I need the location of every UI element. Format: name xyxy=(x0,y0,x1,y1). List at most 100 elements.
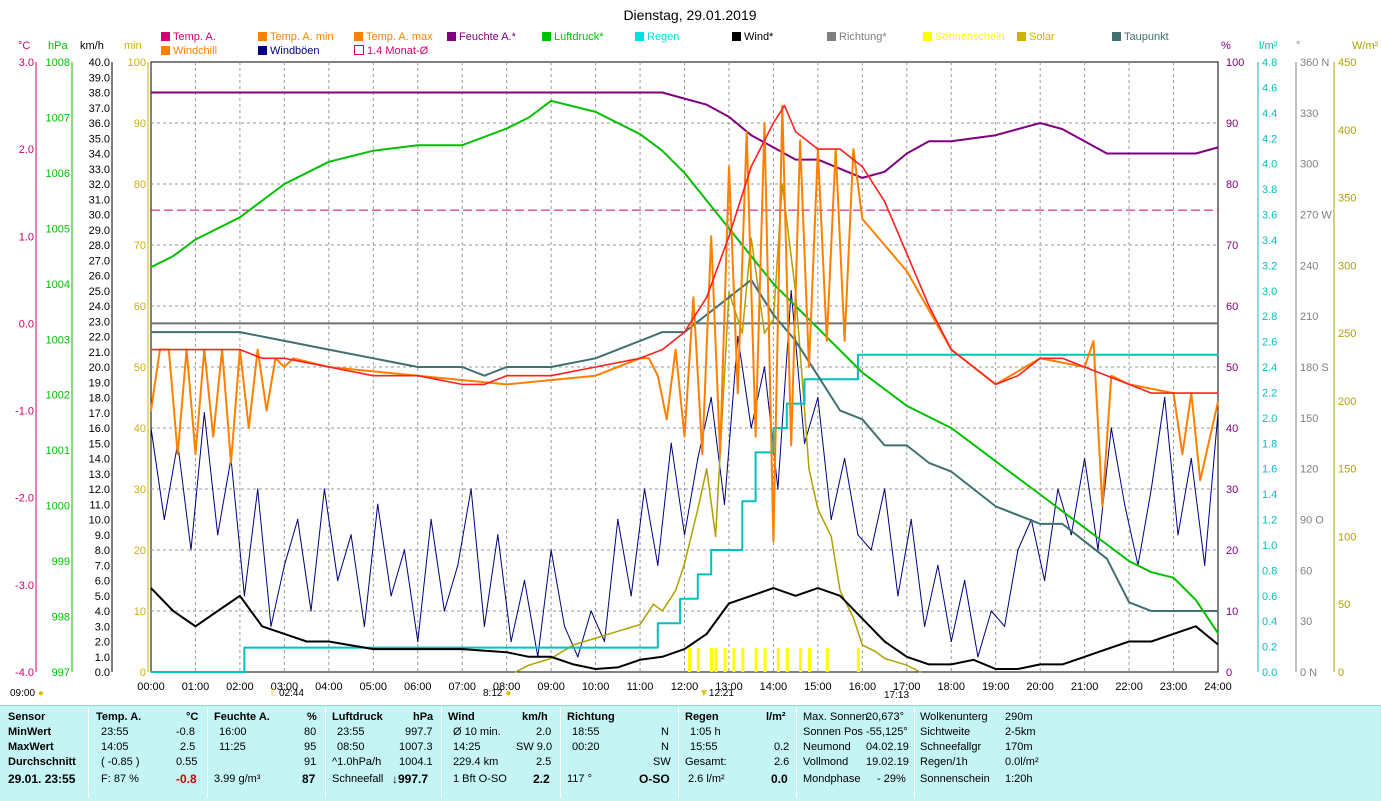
data-point xyxy=(230,462,232,464)
data-point xyxy=(763,332,766,334)
y-axes: 3.02.01.00.0-1.0-2.0-3.0-4.0100810071006… xyxy=(15,57,1356,679)
legend-label: Richtung* xyxy=(839,31,887,43)
sun_min-tick-label: 100 xyxy=(128,57,146,69)
series-line-temp-a xyxy=(151,104,1218,394)
data-point xyxy=(1181,453,1183,455)
data-point xyxy=(937,564,939,566)
legend-item: Windböen xyxy=(258,45,320,57)
data-point xyxy=(826,340,828,342)
direction_deg-tick-label: 210 xyxy=(1300,311,1318,323)
pressure_hpa-tick-label: 1001 xyxy=(46,445,70,457)
humidity-min-value: 80 xyxy=(304,726,317,738)
noon-icon: ▼ xyxy=(699,688,709,699)
direction-max-value: N xyxy=(661,741,669,753)
data-point xyxy=(172,610,174,612)
humidity_pct-tick-label: 20 xyxy=(1226,545,1238,557)
legend-item: Regen xyxy=(635,31,679,43)
x-tick-label: 06:00 xyxy=(404,681,432,693)
sun_min-tick-label: 70 xyxy=(134,240,146,252)
data-point xyxy=(243,671,245,673)
legend-label: Windböen xyxy=(270,45,320,57)
data-point xyxy=(737,392,739,394)
temp-min-time: 23:55 xyxy=(101,726,129,738)
direction-unit-label: ° xyxy=(1296,40,1301,52)
data-point xyxy=(679,622,681,624)
data-point xyxy=(741,332,743,334)
data-point xyxy=(861,644,863,646)
data-point xyxy=(1217,146,1219,148)
pressure_hpa-tick-label: 998 xyxy=(52,612,70,624)
data-point xyxy=(150,91,152,94)
rain-total-label: Gesamt: xyxy=(685,756,727,768)
x-tick-label: 10:00 xyxy=(582,681,610,693)
wind_kmh-tick-label: 13.0 xyxy=(89,469,110,481)
legend-item: Solar xyxy=(1017,31,1055,43)
data-point xyxy=(795,131,797,133)
data-point xyxy=(772,122,775,124)
data-point xyxy=(443,610,445,612)
rain_lm2-tick-label: 0.4 xyxy=(1262,616,1277,628)
humidity_pct-tick-label: 10 xyxy=(1226,606,1238,618)
data-point xyxy=(461,144,463,146)
legend-item: Windchill xyxy=(161,45,217,57)
wind-distance: 229.4 km xyxy=(453,756,499,768)
data-point xyxy=(1195,599,1197,601)
data-point xyxy=(884,388,886,390)
x-tick-label: 19:00 xyxy=(982,681,1010,693)
sunshine-marker xyxy=(723,648,727,672)
temp-avg-value: 0.55 xyxy=(176,756,198,768)
x-tick-label: 01:00 xyxy=(182,681,210,693)
solar_wm2-tick-label: 350 xyxy=(1338,193,1356,205)
data-point xyxy=(803,442,806,444)
data-point xyxy=(803,378,806,380)
sunshine-marker xyxy=(687,648,691,672)
data-point xyxy=(706,104,708,106)
data-point xyxy=(830,518,832,521)
data-point xyxy=(875,651,877,653)
weather-value-3: 0.0l/m² xyxy=(1005,756,1039,768)
rain_lm2-tick-label: 0.8 xyxy=(1262,565,1277,577)
x-tick-label: 09:00 xyxy=(537,681,565,693)
data-point xyxy=(639,659,641,661)
data-point xyxy=(884,444,886,446)
weather-value-1: 2-5km xyxy=(1005,726,1036,738)
data-point xyxy=(1164,396,1166,399)
data-point xyxy=(417,375,419,377)
pressure-max-time: 08:50 xyxy=(337,741,365,753)
data-point xyxy=(1195,625,1197,627)
data-point xyxy=(897,595,899,597)
sun_min-tick-label: 60 xyxy=(134,301,146,313)
data-point xyxy=(1106,152,1108,155)
legend-label: Temp. A. max xyxy=(366,31,433,43)
rain_lm2-tick-label: 0.2 xyxy=(1262,642,1277,654)
pressure-min-time: 23:55 xyxy=(337,726,365,738)
data-point xyxy=(790,444,792,446)
data-point xyxy=(817,508,819,510)
x-tick-label: 11:00 xyxy=(627,681,654,693)
data-point xyxy=(750,595,752,597)
data-point xyxy=(506,91,508,94)
data-point xyxy=(977,656,979,658)
temp-unit-label: °C xyxy=(18,40,31,52)
sunshine-marker xyxy=(856,648,860,672)
data-point xyxy=(1017,668,1019,670)
data-point xyxy=(417,144,419,146)
weather-label-3: Regen/1h xyxy=(920,756,968,768)
data-point xyxy=(1039,493,1041,496)
data-point xyxy=(906,656,908,658)
direction_deg-tick-label: 90 O xyxy=(1300,515,1324,527)
data-point xyxy=(1061,128,1063,130)
data-point xyxy=(310,610,312,612)
direction_deg-tick-label: 300 xyxy=(1300,159,1318,171)
data-point xyxy=(643,488,646,490)
data-point xyxy=(1150,610,1152,612)
data-point xyxy=(1106,648,1108,650)
wind_kmh-tick-label: 29.0 xyxy=(89,225,110,237)
data-point xyxy=(363,625,365,627)
wind_kmh-tick-label: 22.0 xyxy=(89,332,110,344)
data-point xyxy=(741,500,743,502)
data-point xyxy=(328,366,330,368)
data-point xyxy=(728,291,730,293)
data-point xyxy=(861,371,863,374)
data-point xyxy=(483,375,485,377)
